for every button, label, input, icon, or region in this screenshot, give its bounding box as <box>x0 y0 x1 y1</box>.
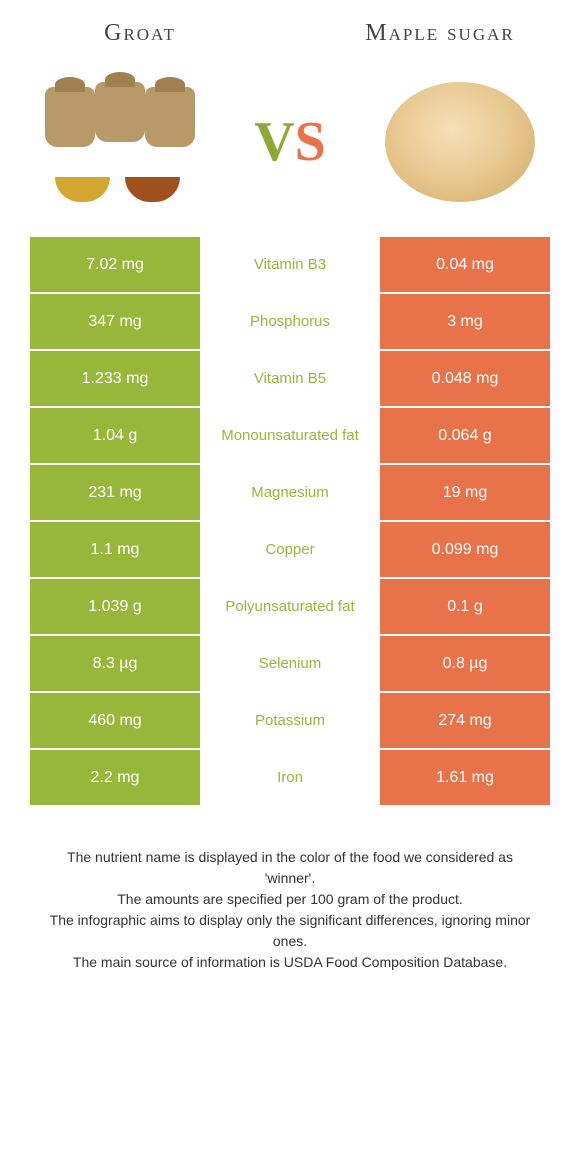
nutrient-name: Polyunsaturated fat <box>200 579 380 634</box>
right-value: 3 mg <box>380 294 550 349</box>
left-value: 347 mg <box>30 294 200 349</box>
right-value: 0.064 g <box>380 408 550 463</box>
table-row: 8.3 µgSelenium0.8 µg <box>30 636 550 691</box>
table-row: 460 mgPotassium274 mg <box>30 693 550 748</box>
nutrient-name: Iron <box>200 750 380 805</box>
footer-notes: The nutrient name is displayed in the co… <box>0 807 580 973</box>
nutrient-name: Magnesium <box>200 465 380 520</box>
right-value: 1.61 mg <box>380 750 550 805</box>
left-value: 1.04 g <box>30 408 200 463</box>
vs-v: V <box>254 111 294 173</box>
right-value: 0.8 µg <box>380 636 550 691</box>
left-value: 1.1 mg <box>30 522 200 577</box>
left-food-title: Groat <box>40 20 240 47</box>
left-value: 7.02 mg <box>30 237 200 292</box>
left-value: 8.3 µg <box>30 636 200 691</box>
footer-line-4: The main source of information is USDA F… <box>40 952 540 973</box>
table-row: 1.233 mgVitamin B50.048 mg <box>30 351 550 406</box>
table-row: 347 mgPhosphorus3 mg <box>30 294 550 349</box>
nutrient-name: Potassium <box>200 693 380 748</box>
left-value: 231 mg <box>30 465 200 520</box>
table-row: 1.039 gPolyunsaturated fat0.1 g <box>30 579 550 634</box>
right-food-title: Maple sugar <box>340 20 540 47</box>
left-value: 2.2 mg <box>30 750 200 805</box>
nutrient-name: Copper <box>200 522 380 577</box>
table-row: 2.2 mgIron1.61 mg <box>30 750 550 805</box>
vs-label: VS <box>254 110 326 174</box>
right-value: 0.099 mg <box>380 522 550 577</box>
right-value: 0.048 mg <box>380 351 550 406</box>
header: Groat Maple sugar <box>0 0 580 57</box>
footer-line-2: The amounts are specified per 100 gram o… <box>40 889 540 910</box>
images-row: VS <box>0 57 580 237</box>
vs-s: S <box>295 111 326 173</box>
nutrient-table: 7.02 mgVitamin B30.04 mg347 mgPhosphorus… <box>0 237 580 805</box>
nutrient-name: Selenium <box>200 636 380 691</box>
footer-line-1: The nutrient name is displayed in the co… <box>40 847 540 889</box>
maple-sugar-image <box>370 67 550 217</box>
left-value: 1.233 mg <box>30 351 200 406</box>
table-row: 231 mgMagnesium19 mg <box>30 465 550 520</box>
right-value: 0.1 g <box>380 579 550 634</box>
nutrient-name: Vitamin B3 <box>200 237 380 292</box>
footer-line-3: The infographic aims to display only the… <box>40 910 540 952</box>
nutrient-name: Phosphorus <box>200 294 380 349</box>
groat-image <box>30 67 210 217</box>
right-value: 19 mg <box>380 465 550 520</box>
left-value: 1.039 g <box>30 579 200 634</box>
left-value: 460 mg <box>30 693 200 748</box>
right-value: 274 mg <box>380 693 550 748</box>
nutrient-name: Monounsaturated fat <box>200 408 380 463</box>
nutrient-name: Vitamin B5 <box>200 351 380 406</box>
table-row: 1.1 mgCopper0.099 mg <box>30 522 550 577</box>
table-row: 1.04 gMonounsaturated fat0.064 g <box>30 408 550 463</box>
table-row: 7.02 mgVitamin B30.04 mg <box>30 237 550 292</box>
right-value: 0.04 mg <box>380 237 550 292</box>
